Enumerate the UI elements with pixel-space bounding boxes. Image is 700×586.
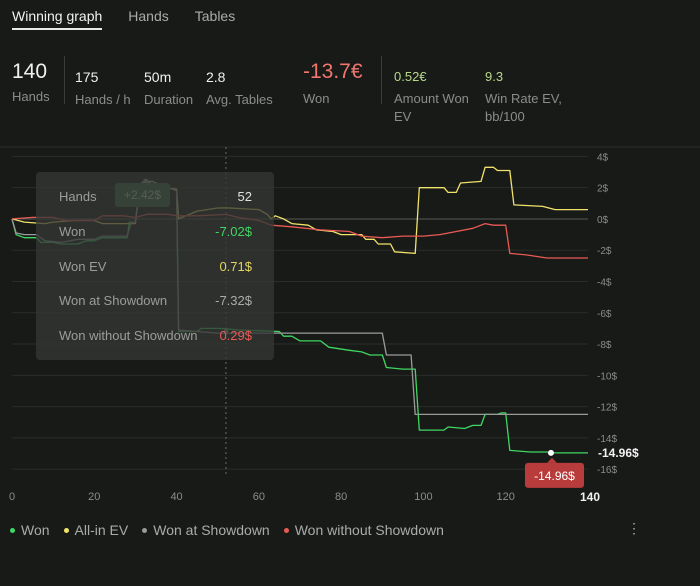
tab-hands[interactable]: Hands bbox=[128, 8, 169, 24]
end-badge-text: -14.96$ bbox=[534, 469, 575, 483]
stat-avg-tables: 2.8 Avg. Tables bbox=[206, 69, 273, 109]
y-tick-label: -6$ bbox=[597, 309, 612, 320]
tooltip-no-showdown-label: Won without Showdown bbox=[59, 328, 198, 343]
legend-dot-icon bbox=[10, 527, 15, 533]
x-tick-label: 120 bbox=[497, 491, 515, 503]
tooltip-showdown-label: Won at Showdown bbox=[59, 293, 168, 308]
legend-dot-icon bbox=[283, 527, 289, 533]
y-tick-label: 2$ bbox=[597, 184, 609, 195]
legend-dot-icon bbox=[142, 527, 148, 533]
stat-amount-won-ev-label: Amount Won EV bbox=[394, 91, 469, 124]
x-tick-label: 0 bbox=[9, 491, 15, 503]
stat-won-label: Won bbox=[303, 91, 330, 106]
hover-tooltip: Hands 52 Won -7.02$ Won EV 0.71$ Won at … bbox=[36, 172, 274, 360]
y-tick-label: -4$ bbox=[597, 278, 612, 289]
stat-hands: 140 Hands bbox=[12, 60, 50, 106]
tooltip-showdown-value: -7.32$ bbox=[215, 293, 252, 308]
y-tick-label: 4$ bbox=[597, 152, 609, 163]
x-tick-label: 100 bbox=[414, 491, 432, 503]
stats-divider-2 bbox=[381, 56, 382, 104]
legend-item-no-showdown[interactable]: Won without Showdown bbox=[283, 522, 444, 538]
end-value-label: -14.96$ bbox=[598, 446, 639, 460]
tab-bar: Winning graph Hands Tables bbox=[12, 8, 235, 30]
x-tick-label: 40 bbox=[170, 491, 182, 503]
stat-hands-per-hour: 175 Hands / h bbox=[75, 69, 131, 109]
more-options-icon[interactable]: ⋮ bbox=[627, 520, 641, 536]
tooltip-hands-value: 52 bbox=[237, 189, 252, 204]
y-tick-label: -14$ bbox=[597, 434, 617, 445]
stat-duration: 50m Duration bbox=[144, 69, 193, 109]
end-point bbox=[547, 449, 554, 456]
stat-avg-tables-label: Avg. Tables bbox=[206, 92, 273, 107]
stat-amount-won-ev: 0.52€ Amount Won EV bbox=[394, 69, 478, 126]
legend-item-showdown[interactable]: Won at Showdown bbox=[142, 522, 270, 538]
x-tick-label: 60 bbox=[253, 491, 265, 503]
x-tick-label: 20 bbox=[88, 491, 100, 503]
y-tick-label: 0$ bbox=[597, 215, 609, 226]
tab-winning-graph[interactable]: Winning graph bbox=[12, 8, 103, 30]
y-tick-label: -10$ bbox=[597, 371, 617, 382]
end-badge-pointer bbox=[547, 457, 557, 463]
x-tick-label: 80 bbox=[335, 491, 347, 503]
y-tick-label: -2$ bbox=[597, 246, 612, 257]
stat-won-value: -13.7€ bbox=[303, 60, 363, 83]
y-tick-label: -16$ bbox=[597, 465, 617, 476]
x-end-label: 140 bbox=[580, 490, 600, 504]
legend-label: Won bbox=[21, 522, 50, 538]
tooltip-won-value: -7.02$ bbox=[215, 224, 252, 239]
tooltip-hands-label: Hands bbox=[59, 189, 97, 204]
legend-label: All-in EV bbox=[74, 522, 129, 538]
tooltip-won-ev-label: Won EV bbox=[59, 259, 107, 274]
legend-label: Won without Showdown bbox=[294, 522, 444, 538]
stat-win-rate-ev: 9.3 Win Rate EV, bb/100 bbox=[485, 69, 565, 126]
legend-label: Won at Showdown bbox=[153, 522, 270, 538]
stat-win-rate-ev-value: 9.3 bbox=[485, 69, 504, 84]
chart-legend: Won All-in EV Won at Showdown Won withou… bbox=[10, 522, 444, 538]
stat-duration-label: Duration bbox=[144, 92, 194, 107]
stat-hands-label: Hands bbox=[12, 89, 50, 104]
y-tick-label: -8$ bbox=[597, 340, 612, 351]
legend-item-allin-ev[interactable]: All-in EV bbox=[63, 522, 129, 538]
end-badge bbox=[525, 462, 584, 488]
stat-win-rate-ev-label: Win Rate EV, bb/100 bbox=[485, 91, 562, 124]
stat-duration-value: 50m bbox=[144, 69, 172, 85]
tab-tables[interactable]: Tables bbox=[194, 8, 236, 24]
stats-divider bbox=[64, 56, 65, 104]
legend-item-won[interactable]: Won bbox=[10, 522, 50, 538]
stat-avg-tables-value: 2.8 bbox=[206, 69, 226, 85]
y-tick-label: -12$ bbox=[597, 403, 617, 414]
tooltip-won-label: Won bbox=[59, 224, 86, 239]
stat-hands-per-hour-value: 175 bbox=[75, 69, 99, 85]
stat-amount-won-ev-value: 0.52€ bbox=[394, 69, 427, 84]
stat-hands-value: 140 bbox=[12, 60, 48, 83]
legend-dot-icon bbox=[63, 527, 69, 533]
stat-won: -13.7€ Won bbox=[303, 60, 363, 108]
stat-hands-per-hour-label: Hands / h bbox=[75, 92, 131, 107]
tooltip-won-ev-value: 0.71$ bbox=[219, 259, 252, 274]
tooltip-no-showdown-value: 0.29$ bbox=[219, 328, 252, 343]
